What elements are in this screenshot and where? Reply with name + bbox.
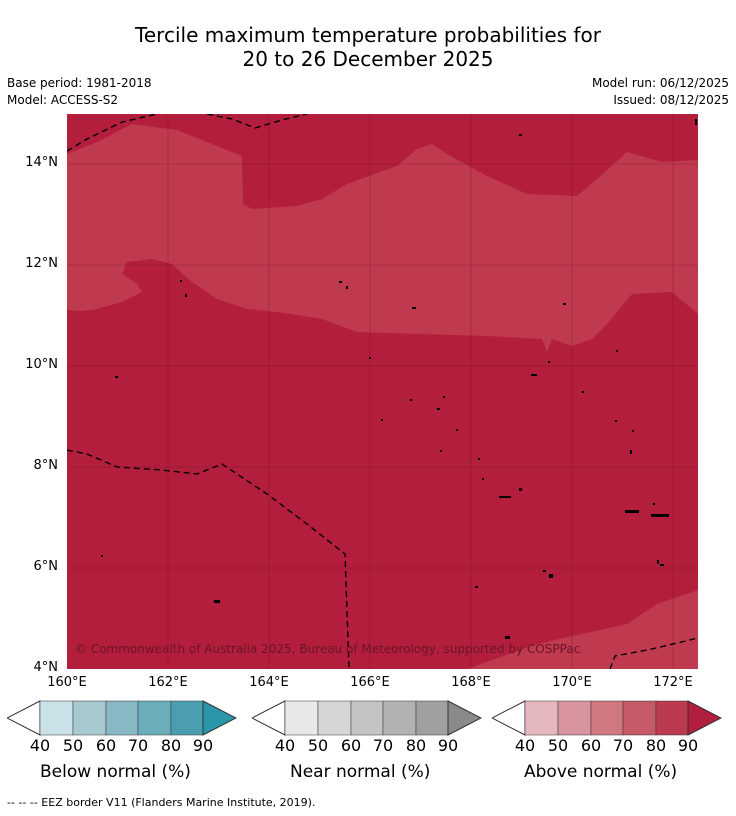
legend-above-swatch — [655, 700, 689, 736]
legend-near-colorbar — [252, 700, 482, 736]
legend-near-swatch — [284, 700, 319, 736]
lon-label-160e: 160°E — [47, 675, 87, 690]
legend-below-swatch — [72, 700, 107, 736]
legend-near-tick: 80 — [405, 736, 427, 755]
legend-near-swatch — [415, 700, 449, 736]
base-period: Base period: 1981-2018 — [7, 76, 152, 90]
map-area: © Commonwealth of Australia 2025, Bureau… — [67, 114, 698, 669]
above-normal-70-80-corner — [467, 590, 698, 669]
lon-label-170e: 170°E — [552, 675, 592, 690]
legend-near-swatch — [317, 700, 352, 736]
legend-near-swatch — [382, 700, 417, 736]
lon-label-164e: 164°E — [249, 675, 289, 690]
legend-near-normal: 40 50 60 70 80 90 Near normal (%) — [252, 700, 482, 790]
legend-near-tick: 60 — [340, 736, 362, 755]
legend-below-title: Below normal (%) — [40, 762, 191, 782]
eez-border — [67, 114, 698, 669]
legend-below-tick: 40 — [29, 736, 51, 755]
legend-near-tick: 40 — [274, 736, 296, 755]
legend-above-swatch — [557, 700, 592, 736]
legend-above-title: Above normal (%) — [524, 762, 678, 782]
legend-below-tick: 90 — [192, 736, 214, 755]
legend-above-tick: 90 — [677, 736, 699, 755]
lon-label-172e: 172°E — [653, 675, 693, 690]
model-name: Model: ACCESS-S2 — [7, 93, 119, 107]
legend-below-tick: 60 — [95, 736, 117, 755]
map-title-line2: 20 to 26 December 2025 — [242, 47, 494, 71]
legend-below-swatch — [202, 700, 237, 736]
lat-label-12n: 12°N — [25, 256, 58, 271]
legend-above-tick: 60 — [580, 736, 602, 755]
legend-above-swatch — [622, 700, 657, 736]
lon-label-168e: 168°E — [451, 675, 491, 690]
legend-below-swatch — [39, 700, 74, 736]
issued-date: Issued: 08/12/2025 — [613, 93, 729, 107]
legend-above-tick: 70 — [612, 736, 634, 755]
legend-below-tick: 70 — [127, 736, 149, 755]
model-run: Model run: 06/12/2025 — [591, 76, 729, 90]
lat-label-10n: 10°N — [25, 357, 58, 372]
eez-footnote: -- -- -- EEZ border V11 (Flanders Marine… — [7, 796, 316, 809]
lat-label-4n: 4°N — [33, 660, 59, 675]
legend-above-tick: 50 — [547, 736, 569, 755]
legend-below-swatch — [170, 700, 204, 736]
legend-above-tick: 40 — [514, 736, 536, 755]
legend-below-normal: 40 50 60 70 80 90 Below normal (%) — [7, 700, 237, 790]
legend-below-swatch — [105, 700, 139, 736]
lat-label-6n: 6°N — [33, 559, 59, 574]
legend-above-normal: 40 50 60 70 80 90 Above normal (%) — [492, 700, 722, 790]
legend-near-title: Near normal (%) — [290, 762, 431, 782]
legend-above-swatch — [590, 700, 624, 736]
legend-below-colorbar — [7, 700, 237, 736]
map-title-line1: Tercile maximum temperature probabilitie… — [135, 23, 601, 47]
above-normal-70-80-band — [67, 124, 698, 352]
legend-near-swatch — [350, 700, 384, 736]
legend-near-tick: 70 — [372, 736, 394, 755]
lon-label-162e: 162°E — [148, 675, 188, 690]
legend-above-swatch — [524, 700, 559, 736]
lon-label-166e: 166°E — [350, 675, 390, 690]
legend-above-colorbar — [492, 700, 722, 736]
legend-below-tick: 80 — [160, 736, 182, 755]
legend-above-swatch — [687, 700, 722, 736]
legend-near-swatch — [447, 700, 482, 736]
graticule — [67, 114, 698, 669]
legend-below-swatch — [137, 700, 172, 736]
islands — [101, 119, 697, 639]
lat-label-14n: 14°N — [25, 155, 58, 170]
legend-below-tick: 50 — [62, 736, 84, 755]
lat-label-8n: 8°N — [33, 458, 59, 473]
legend-near-tick: 90 — [437, 736, 459, 755]
legend-near-tick: 50 — [307, 736, 329, 755]
copyright-text: © Commonwealth of Australia 2025, Bureau… — [75, 642, 580, 656]
legend-above-tick: 80 — [645, 736, 667, 755]
